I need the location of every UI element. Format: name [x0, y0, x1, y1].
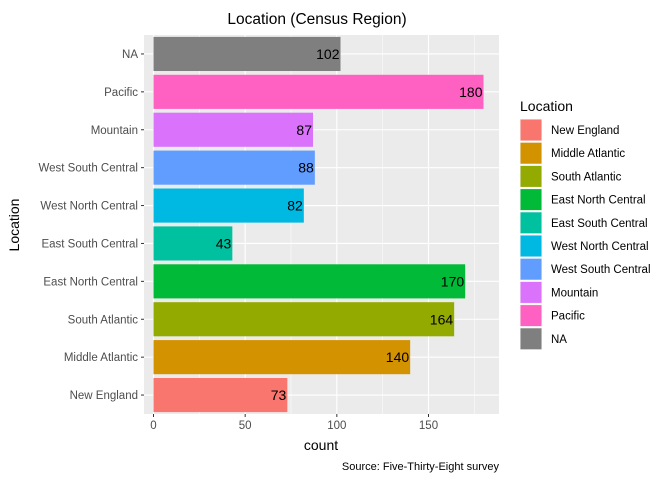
- bar: [153, 36, 341, 72]
- bar: [153, 340, 411, 375]
- bar: [153, 302, 455, 337]
- legend-label: West North Central: [551, 241, 649, 253]
- legend-label: Middle Atlantic: [551, 148, 625, 160]
- x-axis-title: count: [304, 437, 338, 453]
- legend-items: New England Middle Atlantic South Atlantic…: [520, 119, 651, 350]
- y-tick-label: West North Central: [40, 201, 138, 213]
- value-label: 180: [459, 84, 483, 100]
- value-label: 73: [271, 387, 287, 403]
- legend-label: South Atlantic: [551, 171, 622, 183]
- x-tick-label: 50: [239, 420, 252, 432]
- value-label: 88: [298, 160, 314, 176]
- legend-label: Pacific: [551, 311, 585, 323]
- legend-label: NA: [551, 334, 567, 346]
- bar: [153, 112, 313, 147]
- legend-swatch: [520, 281, 542, 303]
- legend-swatch: [520, 142, 542, 164]
- value-label: 170: [441, 273, 465, 289]
- legend-label: New England: [551, 125, 619, 137]
- y-tick-label: West South Central: [38, 163, 138, 175]
- value-labels-group: 73 140 164 170 43 82 88 87 180 102: [216, 46, 483, 403]
- legend-label: West South Central: [551, 264, 651, 276]
- x-axis-ticks: 0 50 100 150: [150, 414, 438, 432]
- x-tick-label: 150: [419, 420, 438, 432]
- bar: [153, 188, 304, 223]
- value-label: 164: [430, 311, 454, 327]
- legend-swatch: [520, 119, 542, 141]
- bar: [153, 377, 288, 413]
- legend: Location New England Middle Atlantic South…: [520, 98, 651, 350]
- legend-swatch: [520, 212, 542, 234]
- x-tick-label: 0: [150, 420, 156, 432]
- legend-swatch: [520, 165, 542, 187]
- legend-swatch: [520, 328, 542, 350]
- value-label: 82: [287, 198, 303, 214]
- legend-swatch: [520, 235, 542, 257]
- y-tick-label: New England: [70, 390, 138, 402]
- y-tick-label: East South Central: [41, 238, 138, 250]
- value-label: 87: [296, 122, 312, 138]
- bar: [153, 150, 315, 185]
- y-tick-label: Pacific: [104, 87, 138, 99]
- legend-swatch: [520, 305, 542, 327]
- legend-swatch: [520, 189, 542, 211]
- y-axis-title: Location: [6, 199, 22, 252]
- caption: Source: Five-Thirty-Eight survey: [342, 461, 500, 473]
- y-tick-label: Middle Atlantic: [64, 352, 138, 364]
- y-tick-label: East North Central: [43, 276, 138, 288]
- y-tick-label: South Atlantic: [68, 314, 139, 326]
- legend-label: East North Central: [551, 195, 646, 207]
- value-label: 140: [386, 349, 410, 365]
- value-label: 102: [316, 46, 340, 62]
- legend-label: East South Central: [551, 218, 648, 230]
- bar: [153, 226, 233, 261]
- y-tick-label: Mountain: [91, 125, 138, 137]
- y-axis-ticks: New England Middle Atlantic South Atlantic…: [38, 49, 144, 402]
- bars-group: [153, 36, 484, 413]
- y-tick-label: NA: [122, 49, 138, 61]
- legend-label: Mountain: [551, 287, 598, 299]
- bar: [153, 264, 466, 299]
- x-tick-label: 100: [327, 420, 346, 432]
- legend-title: Location: [520, 98, 573, 114]
- bar: [153, 74, 484, 109]
- legend-swatch: [520, 258, 542, 280]
- chart-title: Location (Census Region): [227, 11, 406, 28]
- value-label: 43: [216, 235, 232, 251]
